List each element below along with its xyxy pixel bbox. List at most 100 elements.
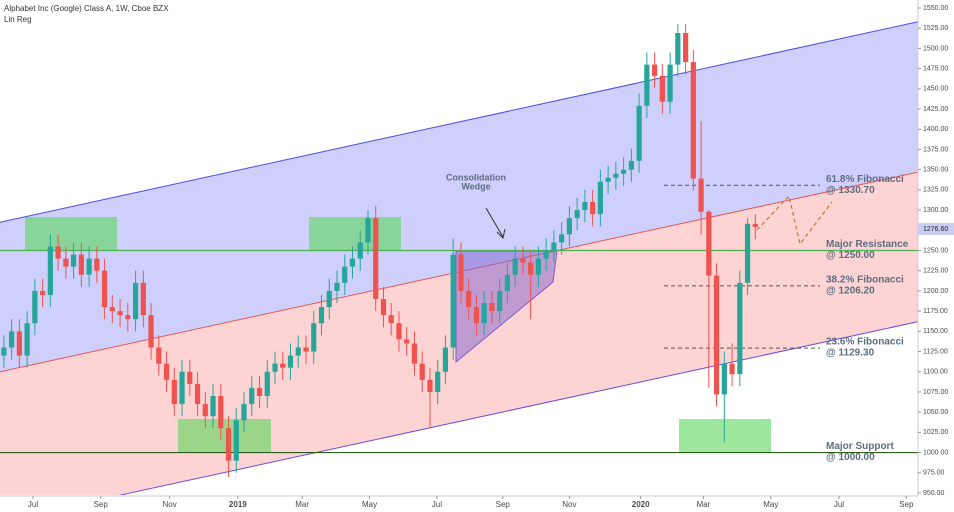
zones (25, 217, 771, 452)
candle-body (442, 347, 449, 372)
level-name: 38.2% Fibonacci (826, 275, 904, 286)
candle-body (233, 420, 239, 461)
candle-body (101, 270, 108, 308)
candle-body (744, 223, 751, 283)
y-tick-label: 1150.00 (923, 328, 948, 335)
y-tick-label: 1250.00 (923, 247, 948, 254)
candle-body (349, 258, 356, 267)
x-tick-label: 2020 (632, 500, 650, 509)
candle-body (605, 177, 611, 182)
level-name: 23.6% Fibonacci (826, 337, 904, 348)
upper-band (0, 21, 918, 372)
candle-body (78, 254, 84, 275)
candle-body (148, 315, 154, 348)
candle-body (318, 307, 325, 324)
candle-body (194, 383, 201, 405)
candle-body (473, 307, 480, 324)
y-tick-label: 1475.00 (923, 65, 948, 72)
x-tick-label: 2019 (229, 500, 247, 509)
candle-body (659, 75, 665, 102)
y-tick-label: 1200.00 (923, 288, 948, 295)
candle-body (70, 254, 77, 267)
y-tick-label: 950.00 (923, 490, 945, 497)
candle-body (218, 396, 224, 429)
level-label: @ 1250.00 (826, 250, 875, 261)
y-tick-label: 1000.00 (923, 449, 948, 456)
y-tick-label: 1325.00 (923, 187, 948, 194)
level-name: Major Resistance (826, 239, 909, 250)
candle-body (713, 275, 720, 395)
candle-body (334, 282, 340, 291)
y-tick-label: 1300.00 (923, 207, 948, 214)
candle-body (94, 258, 100, 271)
candle-body (210, 396, 216, 417)
candle-body (435, 371, 441, 392)
candle-body (636, 105, 642, 161)
drawings (485, 194, 833, 246)
candle-body (264, 371, 270, 396)
candle-body (396, 323, 402, 340)
x-tick-label: May (763, 500, 778, 509)
candle-body (419, 363, 425, 380)
projection (756, 194, 833, 246)
candle-body (528, 262, 534, 275)
candle-body (303, 347, 309, 352)
candle-body (357, 242, 363, 259)
candle-body (698, 178, 704, 212)
candle-body (156, 347, 162, 364)
candle-body (380, 299, 387, 316)
candle-body (458, 254, 464, 291)
candle-body (32, 290, 38, 324)
candle-body (652, 64, 658, 76)
candle-body (365, 218, 371, 243)
level-name: 61.8% Fibonacci (826, 174, 904, 185)
arrow-head (496, 228, 506, 239)
arrow (485, 207, 504, 238)
chart-title: Alphabet Inc (Google) Class A, 1W, Cboe … (4, 4, 169, 13)
level-label: @ 1000.00 (826, 452, 875, 463)
candle-body (489, 303, 495, 312)
level-label: @ 1330.70 (826, 185, 875, 196)
candle-body (497, 290, 503, 312)
candle-body (427, 379, 433, 392)
candle-body (690, 62, 696, 179)
candle-body (47, 246, 53, 295)
regression-line (0, 21, 918, 223)
candle-body (520, 258, 526, 263)
candle-body (504, 274, 511, 291)
x-tick-label: Sep (899, 500, 914, 509)
candle-body (9, 331, 15, 348)
y-tick-label: 975.00 (923, 470, 945, 477)
level-label: @ 1206.20 (826, 286, 875, 297)
candle-body (225, 428, 232, 461)
x-tick-label: May (362, 500, 377, 509)
regression-line (118, 321, 918, 495)
candle-body (481, 303, 487, 324)
axes: 1550.00 1525.00 1500.00 1475.00 1450.00 1425.… (28, 5, 954, 509)
candle-body (249, 387, 255, 405)
level-label: @ 1129.30 (826, 348, 875, 359)
x-tick-label: Sep (496, 500, 511, 509)
candle-body (644, 64, 650, 106)
level-name: Major Support (826, 441, 894, 452)
candles (1, 24, 758, 477)
candle-body (171, 379, 177, 405)
y-tick-label: 1425.00 (923, 106, 948, 113)
annotation: Consolidation (446, 172, 506, 182)
levels: 61.8% Fibonacci@ 1330.70 Major Resistance… (0, 174, 918, 463)
candle-body (187, 371, 193, 384)
candle-body (535, 258, 542, 275)
y-axis-area (918, 0, 954, 512)
y-tick-label: 1075.00 (923, 389, 948, 396)
candle-body (63, 258, 69, 267)
candle-body (388, 315, 394, 324)
zone (178, 419, 271, 452)
candle-body (597, 181, 603, 215)
candle-body (202, 404, 208, 417)
candle-body (256, 387, 263, 396)
candle-body (721, 363, 727, 395)
candle-body (241, 404, 247, 421)
y-tick-label: 1175.00 (923, 308, 948, 315)
candle-body (706, 211, 712, 276)
